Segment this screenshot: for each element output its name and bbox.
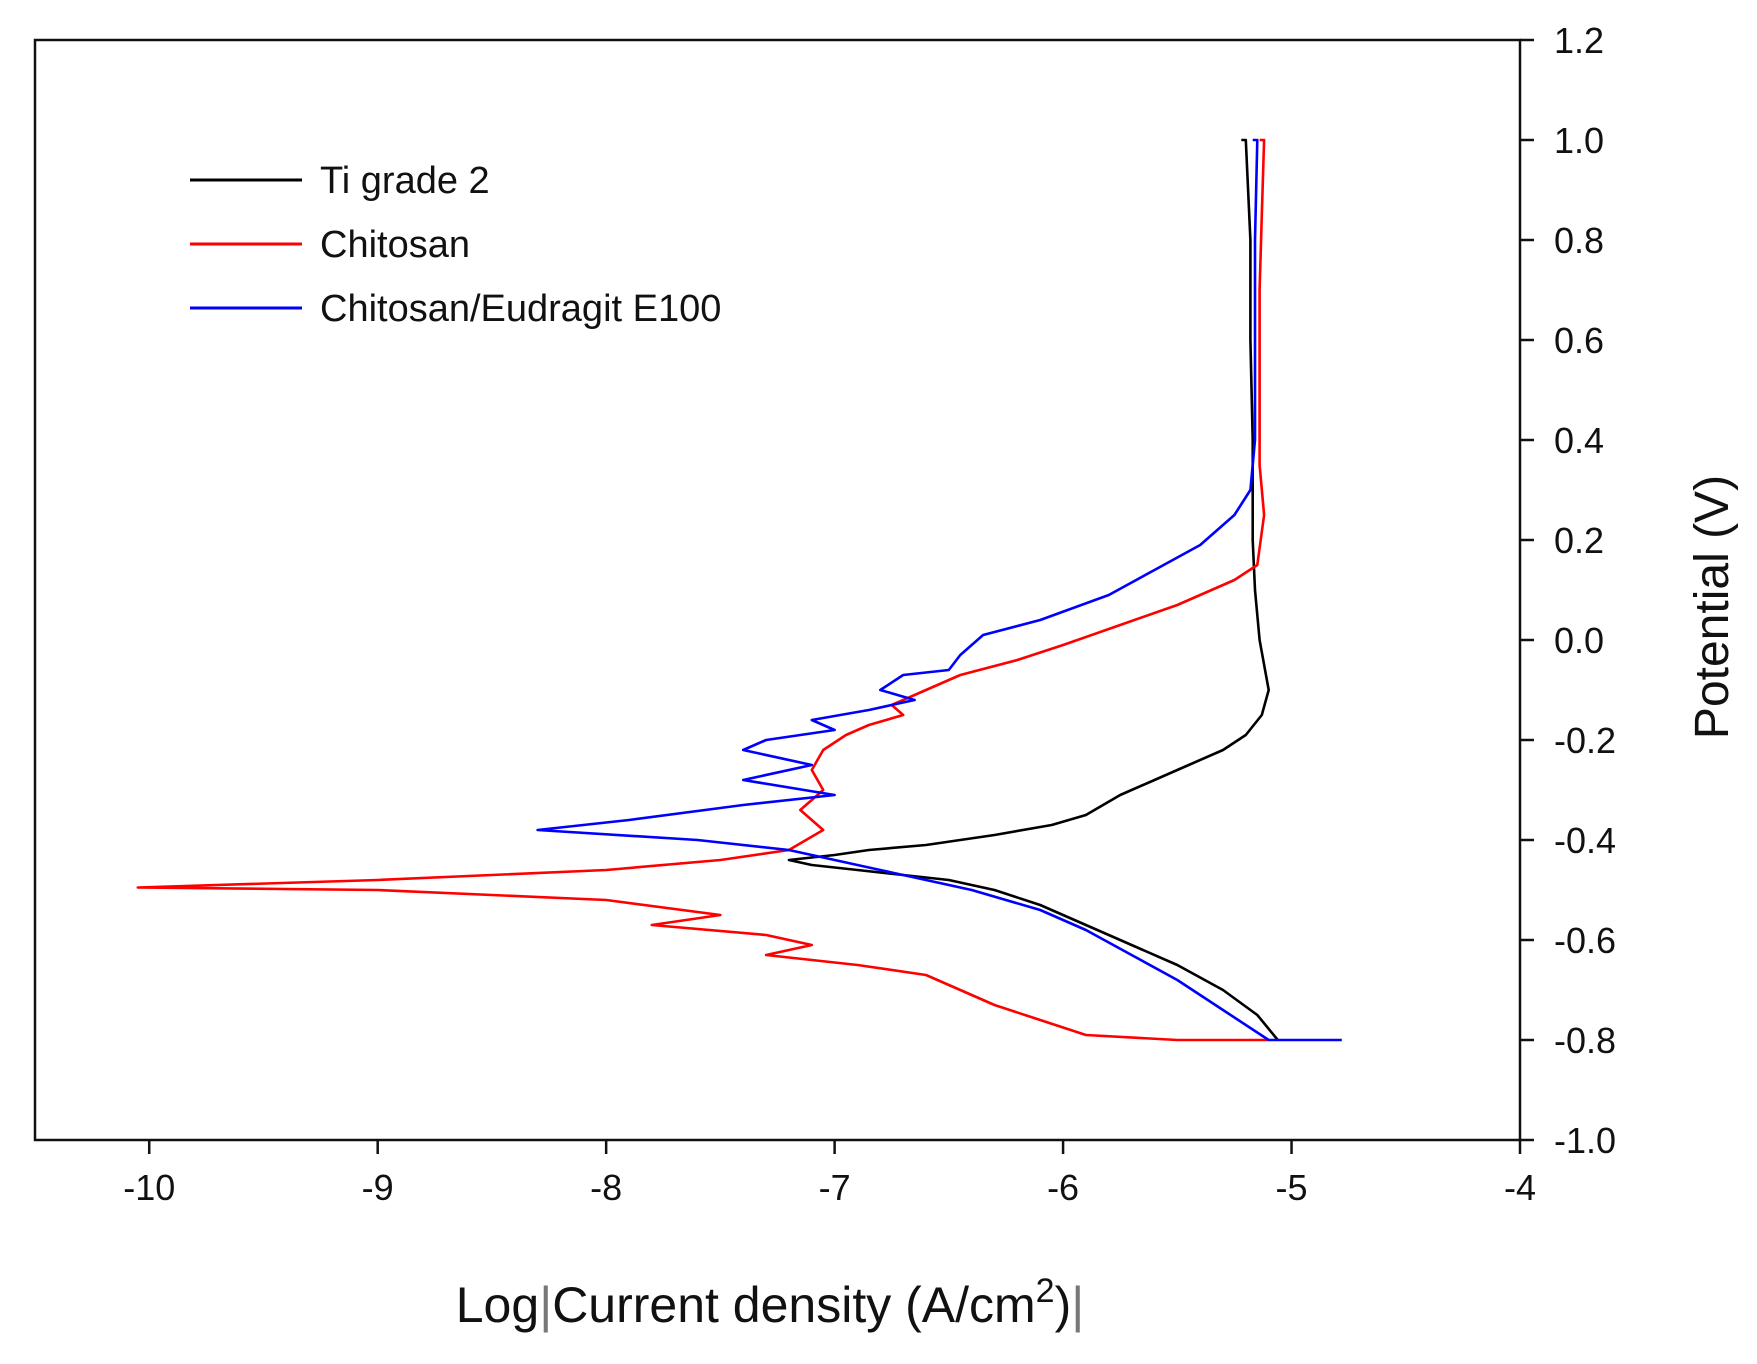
y-axis-title: Potential (V) xyxy=(1686,475,1739,739)
x-axis-title-prefix: Log xyxy=(456,1277,539,1333)
y-tick-label: 0.8 xyxy=(1554,220,1604,261)
y-tick-label: -1.0 xyxy=(1554,1120,1616,1161)
x-axis-title-bar-right: | xyxy=(1071,1277,1084,1333)
x-tick-label: -10 xyxy=(123,1167,175,1208)
series-line-1 xyxy=(136,138,1269,1042)
x-axis-title-sup: 2 xyxy=(1036,1272,1055,1310)
y-tick-label: -0.8 xyxy=(1554,1020,1616,1061)
y-tick-label: 1.0 xyxy=(1554,120,1604,161)
y-tick-label: 0.4 xyxy=(1554,420,1604,461)
x-tick-label: -9 xyxy=(362,1167,394,1208)
x-tick-label: -5 xyxy=(1276,1167,1308,1208)
x-axis-title-main: Current density (A/cm xyxy=(552,1277,1035,1333)
x-axis-title-suffix: ) xyxy=(1055,1277,1072,1333)
x-axis-ticks: -10 -9 -8 -7 -6 -5 -4 xyxy=(123,1140,1536,1208)
y-tick-label: -0.2 xyxy=(1554,720,1616,761)
x-axis-title-bar-left: | xyxy=(539,1277,552,1333)
y-axis-ticks: -1.0 -0.8 -0.6 -0.4 -0.2 0.0 0.2 0.4 0.6 0.8 1.0 1.… xyxy=(1520,20,1616,1161)
y-tick-label: 1.2 xyxy=(1554,20,1604,61)
x-axis-title: Log|Current density (A/cm2)| xyxy=(456,1272,1085,1333)
plot-frame xyxy=(33,38,1522,1142)
x-tick-label: -4 xyxy=(1504,1167,1536,1208)
series-line-0 xyxy=(787,138,1279,1041)
x-tick-label: -7 xyxy=(819,1167,851,1208)
y-tick-label: -0.6 xyxy=(1554,920,1616,961)
legend-label-2: Chitosan/Eudragit E100 xyxy=(320,288,721,330)
y-tick-label: 0.6 xyxy=(1554,320,1604,361)
series-line-2 xyxy=(536,138,1342,1042)
y-tick-label: 0.2 xyxy=(1554,520,1604,561)
plot-lines xyxy=(136,138,1342,1042)
legend-label-0: Ti grade 2 xyxy=(320,160,490,202)
y-tick-label: -0.4 xyxy=(1554,820,1616,861)
legend: Ti grade 2 Chitosan Chitosan/Eudragit E100 xyxy=(190,160,721,330)
x-tick-label: -8 xyxy=(590,1167,622,1208)
y-tick-label: 0.0 xyxy=(1554,620,1604,661)
legend-label-1: Chitosan xyxy=(320,224,470,266)
x-tick-label: -6 xyxy=(1047,1167,1079,1208)
